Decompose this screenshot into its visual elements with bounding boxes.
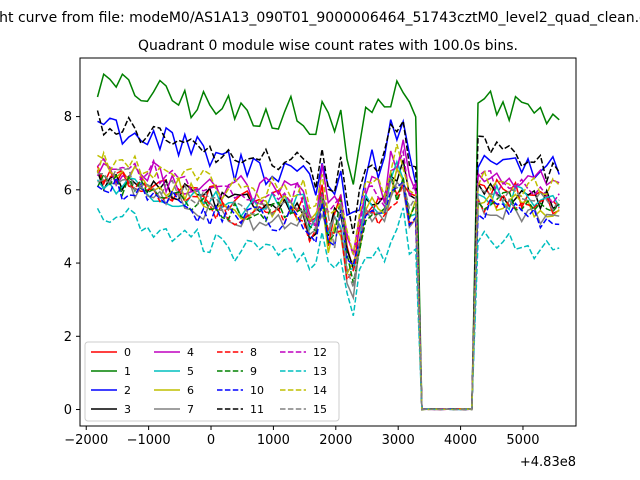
series-line-4 bbox=[96, 139, 560, 411]
legend-label: 5 bbox=[187, 365, 194, 378]
legend-label: 8 bbox=[250, 346, 257, 359]
series-line-9 bbox=[96, 172, 560, 411]
legend-label: 13 bbox=[313, 365, 327, 378]
series-line-15 bbox=[97, 167, 560, 411]
x-axis: −2000 −1000 0 1000 2000 3000 4000 5000 bbox=[64, 426, 540, 448]
legend-label: 15 bbox=[313, 403, 327, 416]
y-tick-label: 6 bbox=[64, 183, 72, 198]
y-tick-label: 4 bbox=[64, 257, 72, 272]
series-line-1 bbox=[96, 72, 560, 411]
x-offset-text: +4.83e8 bbox=[520, 455, 576, 470]
y-tick-label: 8 bbox=[64, 110, 72, 125]
legend-label: 9 bbox=[250, 365, 257, 378]
legend-label: 4 bbox=[187, 346, 194, 359]
x-tick-label: −2000 bbox=[64, 433, 108, 448]
legend-label: 2 bbox=[124, 384, 131, 397]
series-line-0 bbox=[96, 169, 560, 411]
legend-label: 7 bbox=[187, 403, 194, 416]
y-tick-label: 2 bbox=[64, 330, 72, 345]
legend-label: 3 bbox=[124, 403, 131, 416]
legend-label: 14 bbox=[313, 384, 327, 397]
legend-label: 1 bbox=[124, 365, 131, 378]
x-tick-label: 1000 bbox=[257, 433, 290, 448]
x-tick-label: 3000 bbox=[382, 433, 415, 448]
series-line-10 bbox=[97, 175, 560, 411]
suptitle: Light curve from file: modeM0/AS1A13_090… bbox=[0, 10, 640, 26]
y-axis: 0 2 4 6 8 bbox=[64, 110, 80, 418]
x-tick-label: 4000 bbox=[444, 433, 477, 448]
y-tick-label: 0 bbox=[64, 403, 72, 418]
series-line-5 bbox=[96, 159, 560, 411]
legend-label: 0 bbox=[124, 346, 131, 359]
x-tick-label: 5000 bbox=[506, 433, 539, 448]
legend-label: 12 bbox=[313, 346, 327, 359]
legend-label: 11 bbox=[250, 403, 264, 416]
legend-box bbox=[84, 341, 340, 422]
legend-label: 10 bbox=[250, 384, 264, 397]
x-tick-label: −1000 bbox=[127, 433, 171, 448]
chart-title: Quadrant 0 module wise count rates with … bbox=[138, 38, 518, 54]
series-line-14 bbox=[96, 144, 560, 411]
series-line-13 bbox=[96, 207, 560, 411]
legend-label: 6 bbox=[187, 384, 194, 397]
x-tick-label: 2000 bbox=[319, 433, 352, 448]
x-tick-label: 0 bbox=[207, 433, 215, 448]
series-line-11 bbox=[96, 110, 560, 411]
plot-series bbox=[96, 72, 560, 411]
plot-frame bbox=[79, 57, 577, 427]
